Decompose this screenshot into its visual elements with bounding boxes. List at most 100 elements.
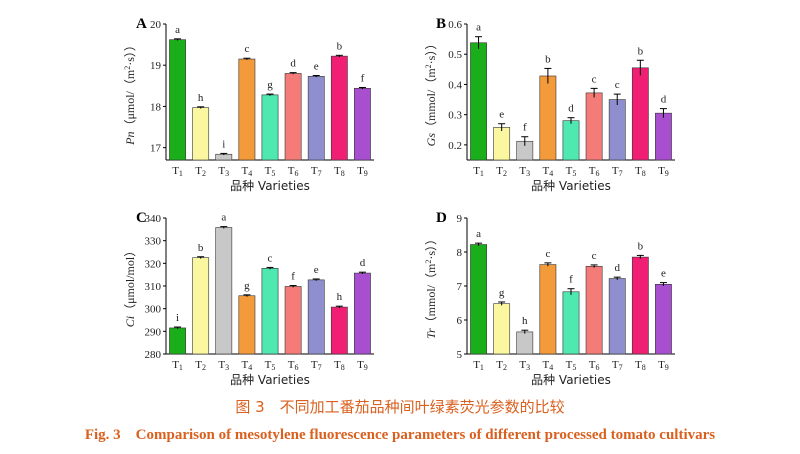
significance-letter: d [360,257,366,269]
y-tick-label: 9 [457,213,463,225]
significance-letter: d [568,103,574,115]
x-tick-label: T3 [218,359,229,372]
x-tick-label: T6 [288,359,299,372]
bar-t7 [307,279,325,355]
chart-panel-c: C 280 290 300 310 320 330 340 i T1 b T2 a T3 g T4 c T5 f T6… [123,210,374,387]
x-tick-label: T7 [612,165,623,178]
y-tick-label: 340 [145,213,162,225]
x-axis-title: 品种 Varieties [531,373,611,387]
significance-letter: e [661,268,666,280]
significance-letter: h [198,92,204,104]
x-tick-label: T2 [496,359,507,372]
x-tick-label: T3 [519,165,530,178]
x-tick-label: T1 [473,165,484,178]
x-tick-label: T1 [172,165,183,178]
bar-t9 [655,283,672,355]
panel-label: A [136,16,147,32]
significance-letter: b [198,242,204,254]
y-axis-title: Pn（μmol/（m2​·s）） [123,39,137,146]
bar-t5 [261,94,279,161]
significance-letter: c [592,250,597,262]
y-tick-label: 0.4 [448,79,462,91]
y-tick-label: 19 [150,60,162,72]
x-tick-label: T2 [496,165,507,178]
x-tick-label: T5 [265,165,276,178]
x-tick-label: T7 [612,359,623,372]
bar-t4 [238,58,256,161]
x-axis-title: 品种 Varieties [230,373,310,387]
y-tick-label: 0.2 [448,140,462,152]
significance-letter: b [638,240,644,252]
x-tick-label: T6 [589,359,600,372]
y-tick-label: 310 [145,281,162,293]
x-tick-label: T2 [195,359,206,372]
significance-letter: a [476,22,481,34]
significance-letter: e [314,61,319,73]
significance-letter: d [614,262,620,274]
y-tick-label: 300 [145,304,162,316]
x-tick-label: T5 [566,165,577,178]
y-tick-label: 18 [150,101,162,113]
significance-letter: a [175,24,180,36]
significance-letter: e [499,109,504,121]
y-tick-label: 20 [150,19,162,31]
y-tick-label: 0.6 [448,19,462,31]
chart-panel-d: D 5 6 7 8 9 a T1 g T2 h T3 c T4 f T5 c T6 d T7 b T8 e T9 品种 Vari… [424,210,675,387]
bar-t7 [608,99,626,161]
x-tick-label: T9 [658,165,669,178]
bar-t7 [608,278,626,355]
bar-t8 [631,256,649,355]
x-tick-label: T3 [218,165,229,178]
x-axis-title: 品种 Varieties [531,179,611,193]
bar-t5 [261,268,279,355]
x-tick-label: T8 [635,165,646,178]
y-tick-label: 5 [457,349,463,361]
y-tick-label: 7 [457,281,463,293]
panel-label: D [436,210,447,226]
bar-t3 [516,331,534,355]
bar-t6 [284,73,302,161]
bar-t4 [539,75,557,161]
bar-t6 [284,286,302,355]
significance-letter: h [337,291,343,303]
bar-t3 [215,153,233,161]
x-tick-label: T9 [658,359,669,372]
bar-t1 [470,42,487,161]
panel-label: B [436,16,446,32]
bar-t3 [215,227,233,355]
bar-t6 [585,265,603,355]
x-tick-label: T5 [265,359,276,372]
significance-letter: i [176,312,179,324]
significance-letter: b [545,53,551,65]
significance-letter: d [290,58,296,70]
x-tick-label: T8 [635,359,646,372]
x-tick-label: T1 [172,359,183,372]
y-tick-label: 6 [457,315,463,327]
bar-t6 [585,92,603,161]
y-tick-label: 330 [145,236,162,248]
x-tick-label: T9 [357,359,368,372]
y-axis-title: Tr（mmol/（m2​·s）） [424,233,438,339]
y-tick-label: 280 [145,349,162,361]
chart-panel-a: A 17 18 19 20 a T1 h T2 i T3 c T4 g T5 d T6 e T7 b T8 f T9 品种 V… [123,16,374,193]
significance-letter: g [244,280,250,292]
y-tick-label: 17 [150,143,162,155]
bar-t9 [655,112,672,161]
significance-letter: c [268,252,273,264]
bar-t8 [330,55,348,161]
bar-t8 [330,306,348,355]
bar-t8 [631,67,649,161]
bar-t1 [169,39,186,161]
x-tick-label: T8 [334,165,345,178]
y-tick-label: 290 [145,326,162,338]
bar-t4 [539,264,557,355]
y-tick-label: 320 [145,258,162,270]
significance-letter: c [244,43,249,55]
bar-t5 [562,291,580,355]
bar-t2 [192,107,210,161]
significance-letter: f [569,274,573,286]
bar-t2 [493,127,511,161]
significance-letter: a [476,228,481,240]
figure-caption-english: Fig. 3 Comparison of mesotylene fluoresc… [84,427,716,443]
